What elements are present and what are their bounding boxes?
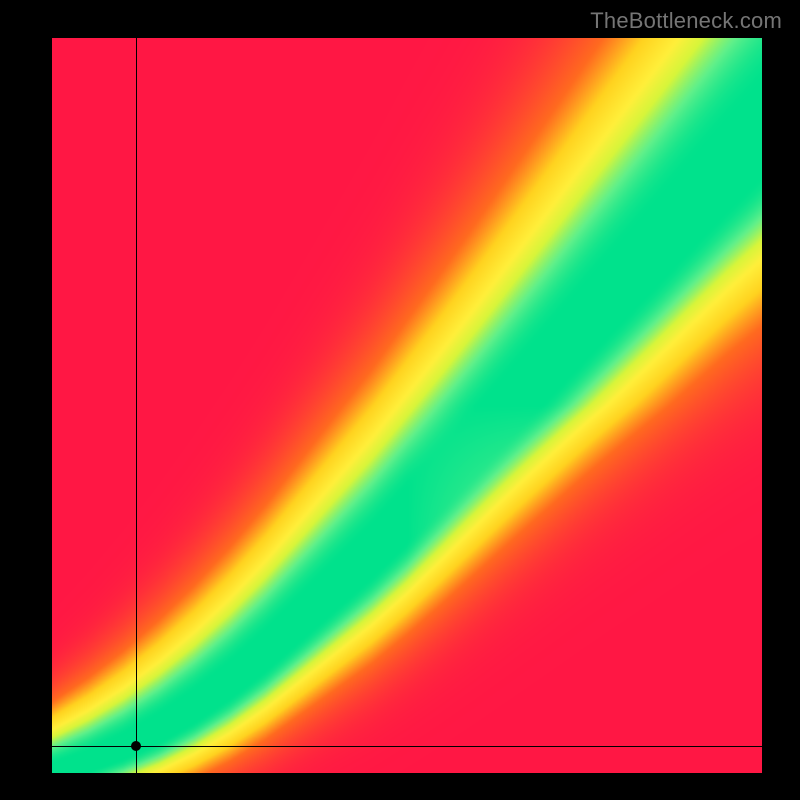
heatmap-chart	[52, 38, 762, 773]
crosshair-vertical	[136, 38, 137, 773]
marker-dot	[131, 741, 141, 751]
heatmap-canvas	[52, 38, 762, 773]
crosshair-horizontal	[52, 746, 762, 747]
watermark-text: TheBottleneck.com	[590, 8, 782, 34]
